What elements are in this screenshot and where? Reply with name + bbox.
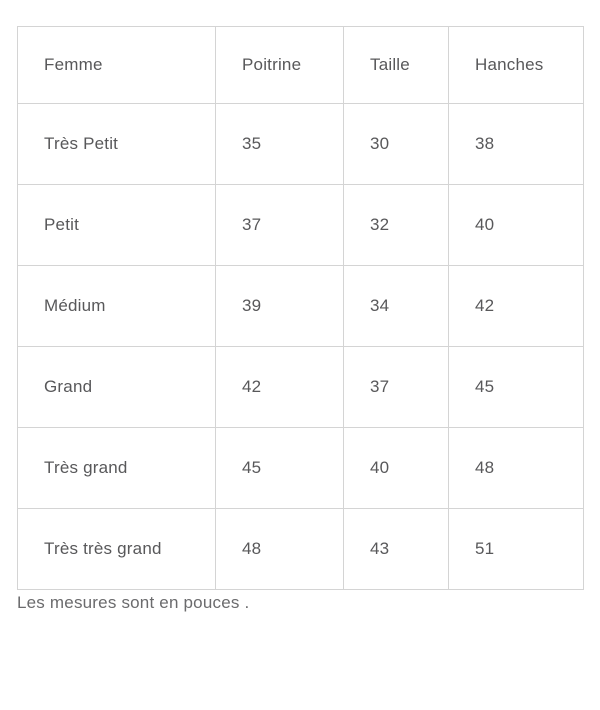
hanches-cell: 51: [448, 508, 584, 590]
size-label-cell: Médium: [17, 265, 216, 347]
poitrine-cell: 42: [215, 346, 344, 428]
poitrine-cell: 45: [215, 427, 344, 509]
header-cell-femme: Femme: [17, 26, 216, 104]
table-row: Médium 39 34 42: [17, 265, 584, 347]
hanches-cell: 42: [448, 265, 584, 347]
size-label-cell: Très très grand: [17, 508, 216, 590]
hanches-cell: 45: [448, 346, 584, 428]
table-row: Très très grand 48 43 51: [17, 508, 584, 590]
poitrine-cell: 37: [215, 184, 344, 266]
measurement-unit-note: Les mesures sont en pouces .: [17, 593, 250, 612]
taille-cell: 43: [343, 508, 449, 590]
size-label-cell: Très Petit: [17, 103, 216, 185]
header-cell-taille: Taille: [343, 26, 449, 104]
header-cell-poitrine: Poitrine: [215, 26, 344, 104]
poitrine-cell: 48: [215, 508, 344, 590]
header-cell-hanches: Hanches: [448, 26, 584, 104]
size-label-cell: Très grand: [17, 427, 216, 509]
taille-cell: 37: [343, 346, 449, 428]
taille-cell: 34: [343, 265, 449, 347]
poitrine-cell: 39: [215, 265, 344, 347]
size-label-cell: Petit: [17, 184, 216, 266]
header-row: Femme Poitrine Taille Hanches: [17, 26, 584, 104]
hanches-cell: 40: [448, 184, 584, 266]
taille-cell: 30: [343, 103, 449, 185]
hanches-cell: 38: [448, 103, 584, 185]
table-body: Très Petit 35 30 38 Petit 37 32 40 Médiu…: [17, 103, 584, 590]
size-label-cell: Grand: [17, 346, 216, 428]
poitrine-cell: 35: [215, 103, 344, 185]
taille-cell: 40: [343, 427, 449, 509]
table-row: Grand 42 37 45: [17, 346, 584, 428]
hanches-cell: 48: [448, 427, 584, 509]
women-size-chart-table: Femme Poitrine Taille Hanches Très Petit…: [17, 26, 584, 590]
table-row: Petit 37 32 40: [17, 184, 584, 266]
table-row: Très grand 45 40 48: [17, 427, 584, 509]
table-row: Très Petit 35 30 38: [17, 103, 584, 185]
taille-cell: 32: [343, 184, 449, 266]
table-header: Femme Poitrine Taille Hanches: [17, 26, 584, 104]
